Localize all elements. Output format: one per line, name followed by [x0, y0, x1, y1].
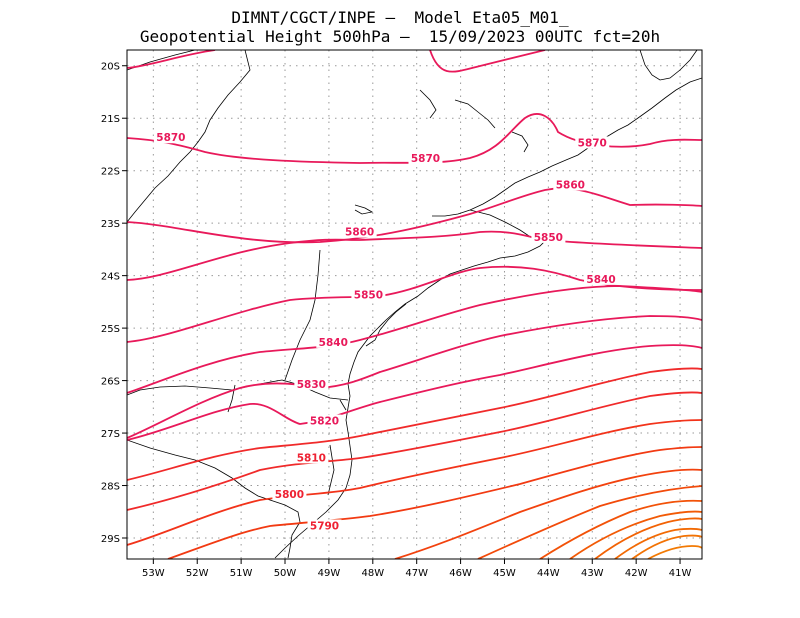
lon-tick-label: 51W — [230, 568, 253, 579]
contour-label-bg — [575, 136, 610, 149]
contour-5860 — [127, 187, 702, 244]
contour-label-bg — [294, 451, 329, 464]
contour-5870-north-b — [429, 50, 546, 73]
lat-tick-label: 20S — [101, 62, 120, 73]
lon-tick-label: 52W — [186, 568, 209, 579]
contour-5830 — [127, 285, 702, 394]
contour-label-bg — [316, 335, 351, 348]
lat-tick-label: 25S — [101, 324, 120, 335]
contour-label: 5860 — [556, 179, 585, 191]
contour-label-bg — [294, 377, 329, 390]
contour-lines-lower — [127, 367, 702, 559]
contour-label: 5800 — [275, 489, 304, 501]
lat-tick-label: 27S — [101, 429, 120, 440]
lat-tick-label: 24S — [101, 272, 120, 283]
axis-ticks: 53W 52W 51W 50W 49W 48W 47W 46W 45W 44W 43W 42W 41W 2… — [101, 62, 692, 579]
contour-label-bg — [553, 178, 588, 191]
contour-label-bg — [272, 488, 307, 501]
title-line-2: Geopotential Height 500hPa – 15/09/2023 … — [139, 27, 661, 46]
lat-tick-label: 28S — [101, 482, 120, 493]
contour-5810 — [127, 344, 702, 441]
contour-5820 — [127, 315, 702, 439]
contour-labels: 5870 5870 5870 5860 5860 5850 5850 5840 5840 5830… — [153, 131, 619, 533]
lon-tick-label: 44W — [537, 568, 560, 579]
lat-tick-label: 26S — [101, 377, 120, 388]
lon-tick-label: 50W — [274, 568, 297, 579]
contour-label: 5850 — [354, 290, 383, 302]
coastline — [127, 50, 702, 559]
lon-tick-label: 43W — [581, 568, 604, 579]
contour-label: 5870 — [156, 132, 185, 144]
contour-label-bg — [307, 519, 342, 532]
contour-5850 — [127, 230, 702, 281]
contour-label-bg — [531, 230, 566, 243]
contour-label-bg — [307, 414, 342, 427]
lat-tick-label: 29S — [101, 534, 120, 545]
map-frame — [126, 49, 703, 560]
contour-label: 5790 — [310, 521, 339, 533]
contour-label-bg — [153, 131, 188, 144]
contour-label: 5840 — [319, 337, 348, 349]
lon-tick-label: 46W — [449, 568, 472, 579]
contour-label: 5820 — [310, 416, 339, 428]
lon-tick-label: 41W — [669, 568, 692, 579]
lat-tick-label: 21S — [101, 114, 120, 125]
lat-tick-label: 23S — [101, 219, 120, 230]
contour-label: 5850 — [534, 232, 563, 244]
contour-lines — [127, 50, 702, 441]
contour-label-bg — [584, 272, 619, 285]
contour-label-bg — [351, 288, 386, 301]
contour-label: 5870 — [411, 153, 440, 165]
contour-label-bg — [408, 152, 443, 165]
lon-tick-label: 42W — [625, 568, 648, 579]
lon-tick-label: 45W — [493, 568, 516, 579]
lat-tick-label: 22S — [101, 167, 120, 178]
lon-tick-label: 47W — [405, 568, 428, 579]
lon-tick-label: 53W — [142, 568, 165, 579]
lon-tick-label: 48W — [361, 568, 384, 579]
contour-label: 5860 — [345, 227, 374, 239]
contour-5870-main — [127, 113, 702, 164]
contour-label: 5870 — [578, 137, 607, 149]
lat-lon-grid — [127, 50, 702, 559]
contour-label: 5830 — [297, 379, 326, 391]
contour-label: 5810 — [297, 452, 326, 464]
title-line-1: DIMNT/CGCT/INPE – Model Eta05_M01_ — [231, 8, 569, 27]
lon-tick-label: 49W — [318, 568, 341, 579]
contour-5870-north — [127, 50, 216, 69]
contour-label: 5840 — [586, 274, 615, 286]
contour-label-bg — [342, 225, 377, 238]
